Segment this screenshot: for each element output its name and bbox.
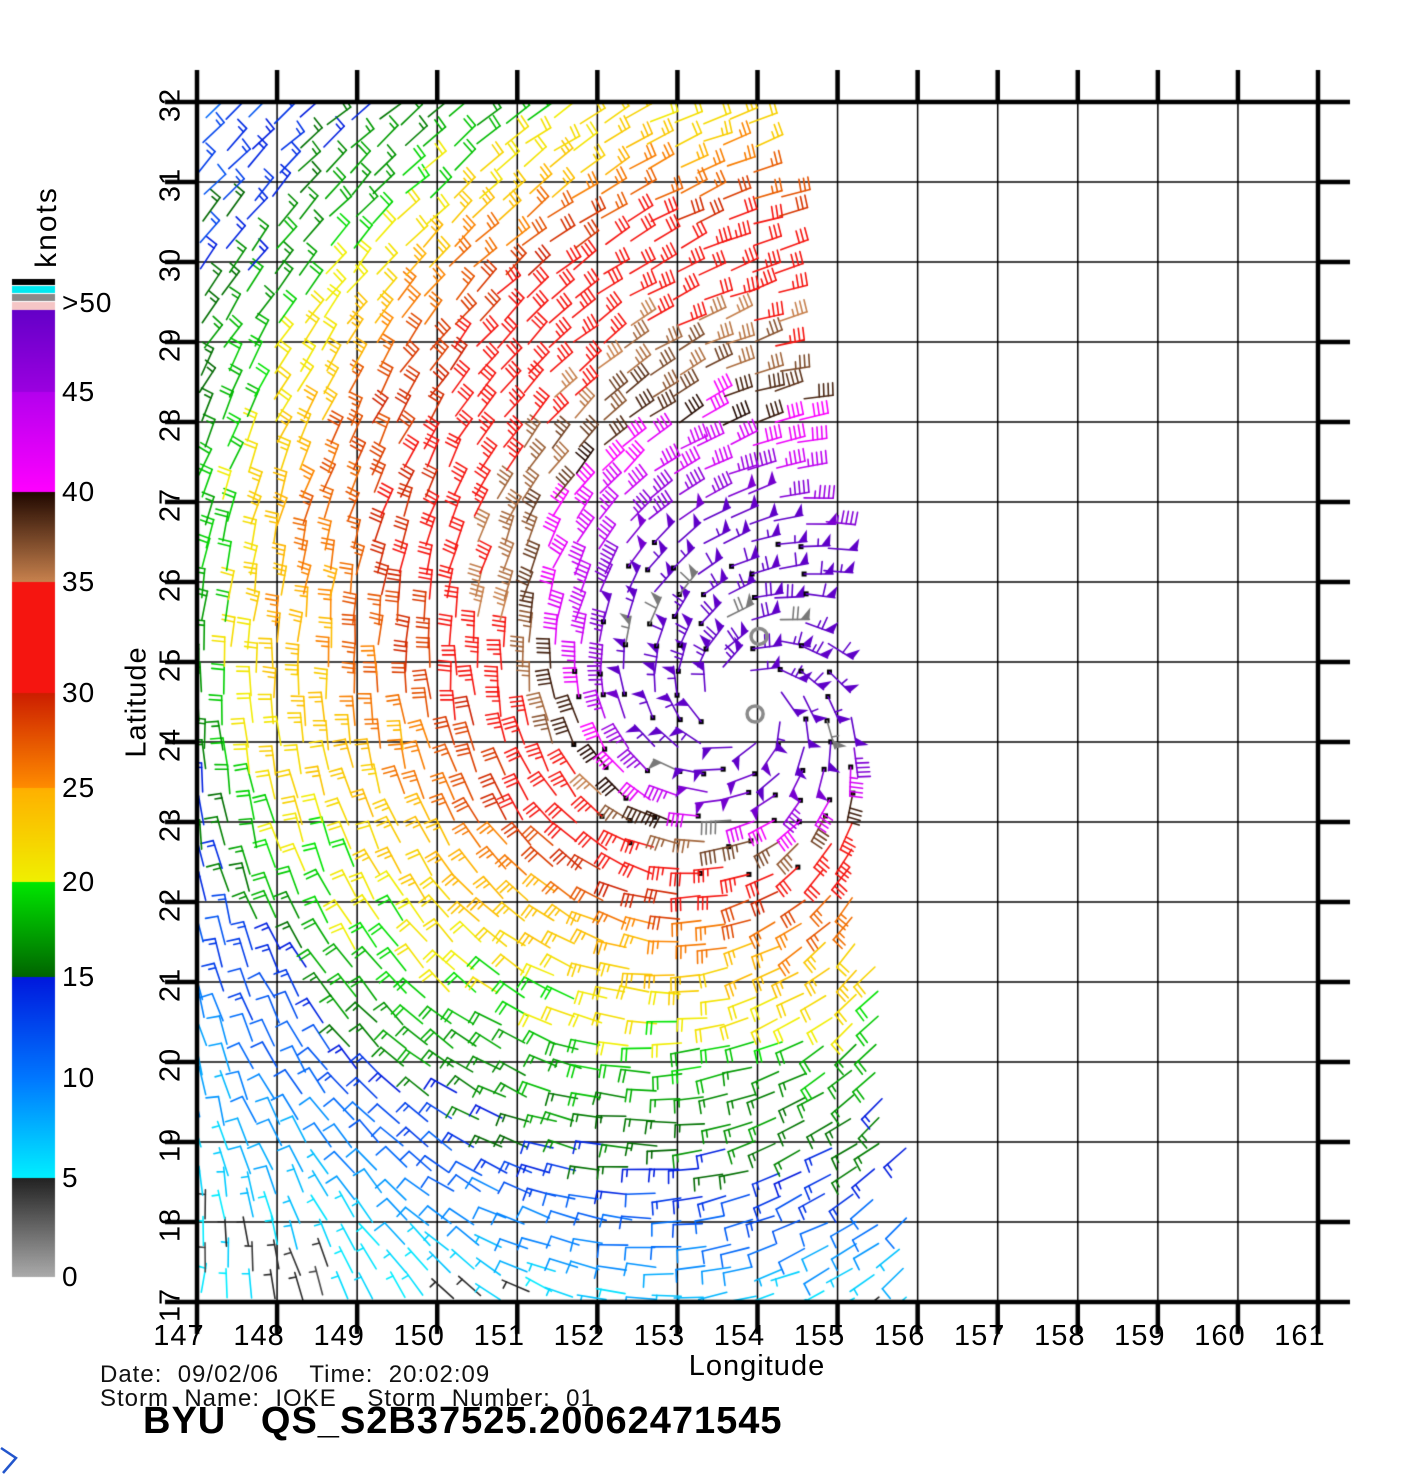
colorbar-tick-label: 20 bbox=[62, 866, 96, 897]
x-tick-label: 158 bbox=[1034, 1320, 1086, 1352]
x-tick-label: 150 bbox=[393, 1320, 445, 1352]
colorbar-tick-label: 25 bbox=[62, 772, 96, 803]
x-tick-label: 147 bbox=[153, 1320, 205, 1352]
blue-barb-fragment-icon bbox=[0, 1446, 18, 1474]
date-time-line: Date: 09/02/06 Time: 20:02:09 bbox=[100, 1361, 491, 1388]
colorbar-tick-label: 30 bbox=[62, 677, 96, 708]
x-tick-label: 159 bbox=[1114, 1320, 1166, 1352]
y-tick-label: 29 bbox=[154, 327, 187, 363]
y-tick-label: 23 bbox=[154, 807, 187, 843]
x-tick-label: 155 bbox=[793, 1320, 846, 1352]
x-tick-label: 149 bbox=[313, 1320, 365, 1352]
colorbar-tick-label: 0 bbox=[62, 1261, 79, 1292]
y-tick-label: 25 bbox=[154, 647, 187, 683]
x-tick-label: 151 bbox=[473, 1320, 525, 1352]
y-tick-label: 21 bbox=[154, 967, 187, 1003]
colorbar-tick-label: 45 bbox=[62, 376, 96, 407]
x-tick-label: 154 bbox=[713, 1320, 766, 1352]
y-axis-title: Latitude bbox=[120, 646, 153, 758]
y-tick-label: 19 bbox=[154, 1127, 187, 1163]
y-tick-label: 20 bbox=[154, 1047, 187, 1083]
colorbar-tick-label: 10 bbox=[62, 1062, 96, 1093]
y-tick-label: 30 bbox=[154, 247, 187, 283]
x-tick-label: 148 bbox=[233, 1320, 285, 1352]
y-tick-label: 17 bbox=[154, 1287, 187, 1323]
y-tick-label: 31 bbox=[154, 167, 187, 203]
x-tick-label: 160 bbox=[1194, 1320, 1246, 1352]
x-tick-label: 153 bbox=[633, 1320, 686, 1352]
y-tick-label: 28 bbox=[154, 407, 187, 443]
x-tick-label: 156 bbox=[873, 1320, 926, 1352]
x-axis-title: Longitude bbox=[688, 1350, 826, 1382]
colorbar-unit-label: knots bbox=[30, 186, 63, 268]
colorbar-tick-label: 35 bbox=[62, 566, 96, 597]
x-tick-label: 161 bbox=[1274, 1320, 1326, 1352]
colorbar-tick-label: 5 bbox=[62, 1162, 79, 1193]
y-tick-label: 24 bbox=[154, 727, 187, 763]
product-id-line: BYU QS_S2B37525.20062471545 bbox=[143, 1400, 783, 1442]
x-tick-label: 152 bbox=[553, 1320, 606, 1352]
y-tick-label: 26 bbox=[154, 567, 187, 603]
colorbar-tick-label: 40 bbox=[62, 476, 96, 507]
y-tick-label: 22 bbox=[154, 887, 187, 923]
colorbar-tick-label: 15 bbox=[62, 961, 96, 992]
colorbar-tick-label: >50 bbox=[62, 287, 113, 318]
y-tick-label: 27 bbox=[154, 487, 187, 523]
y-tick-label: 18 bbox=[154, 1207, 187, 1243]
y-tick-label: 32 bbox=[154, 87, 187, 123]
storm-name-line: Storm Name: IOKE Storm Number: 01 bbox=[100, 1385, 595, 1412]
x-tick-label: 157 bbox=[954, 1320, 1006, 1352]
